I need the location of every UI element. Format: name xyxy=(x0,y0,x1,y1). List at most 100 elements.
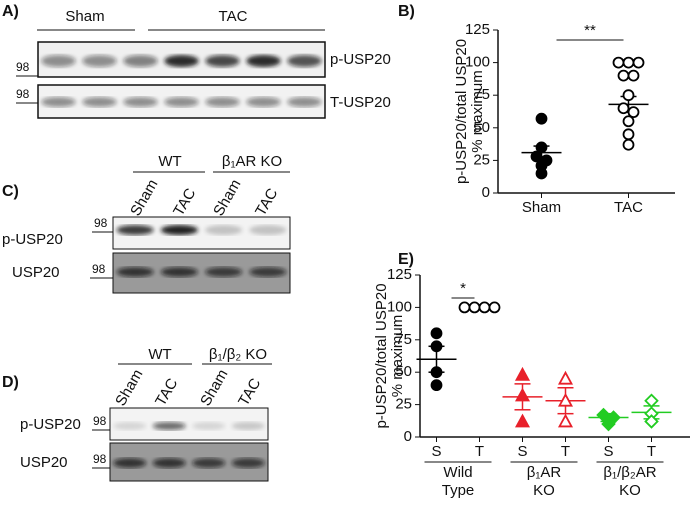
lane-label: Sham xyxy=(210,177,244,219)
data-point xyxy=(617,69,630,82)
lane-label: TAC xyxy=(235,375,264,409)
y-tick-label: 50 xyxy=(473,119,490,136)
lane-label: Sham xyxy=(127,177,161,219)
mw-marker: 98 xyxy=(16,60,30,74)
data-point xyxy=(644,414,659,429)
blot-band xyxy=(205,267,243,277)
blot xyxy=(109,442,269,482)
blot-band xyxy=(249,225,287,235)
blot-band xyxy=(152,458,186,468)
blot xyxy=(112,252,291,294)
y-tick-label: 75 xyxy=(473,86,490,103)
lane-label: TAC xyxy=(252,185,281,219)
blot-band xyxy=(205,55,240,67)
significance-label: ** xyxy=(584,22,596,39)
blot-label: p-USP20 xyxy=(2,231,63,248)
blot-band xyxy=(287,55,322,67)
lane-label: Sham xyxy=(197,367,231,409)
blot-band xyxy=(192,422,226,430)
data-point xyxy=(478,301,491,314)
y-tick-label: 100 xyxy=(465,54,490,71)
blot-band xyxy=(123,55,158,67)
x-tick-label: S xyxy=(431,443,441,460)
panel-label: C) xyxy=(2,183,19,200)
lane-label: Sham xyxy=(112,367,146,409)
data-point xyxy=(514,366,531,381)
y-tick-label: 50 xyxy=(395,363,412,380)
group-label: WT xyxy=(148,346,171,363)
mw-marker: 98 xyxy=(93,452,107,466)
blot-band xyxy=(164,97,199,107)
panel-label: E) xyxy=(398,251,414,268)
blot-band xyxy=(152,422,186,430)
blot xyxy=(37,41,326,78)
blot-label: USP20 xyxy=(12,264,60,281)
x-tick-label: S xyxy=(517,443,527,460)
blot-band xyxy=(287,97,322,107)
data-point xyxy=(617,102,630,115)
panel-label: A) xyxy=(2,3,19,20)
y-axis-label: p-USP20/total USP20 xyxy=(453,39,470,184)
blot-band xyxy=(160,267,198,277)
group-label: Wild xyxy=(443,464,472,481)
data-point xyxy=(535,112,548,125)
group-label: KO xyxy=(533,482,555,499)
data-point xyxy=(622,115,635,128)
group-label: β₁/β₂AR xyxy=(603,464,656,481)
blot-band xyxy=(249,267,287,277)
data-point xyxy=(627,69,640,82)
data-point xyxy=(430,340,443,353)
lane-label: TAC xyxy=(152,375,181,409)
y-tick-label: 125 xyxy=(387,266,412,283)
mw-marker: 98 xyxy=(16,87,30,101)
data-point xyxy=(622,56,635,69)
group-label: β₁AR xyxy=(527,464,562,481)
group-label: Type xyxy=(442,482,475,499)
x-tick-label: TAC xyxy=(614,199,643,216)
x-tick-label: T xyxy=(647,443,656,460)
blot-band xyxy=(82,97,117,107)
blot-band xyxy=(123,97,158,107)
y-tick-label: 0 xyxy=(482,184,490,201)
data-point xyxy=(430,327,443,340)
blot-label: USP20 xyxy=(20,454,68,471)
data-point xyxy=(535,167,548,180)
blot-band xyxy=(246,97,281,107)
data-point xyxy=(622,138,635,151)
significance-label: * xyxy=(460,280,466,297)
group-label: TAC xyxy=(219,8,248,25)
x-tick-label: S xyxy=(603,443,613,460)
group-label: KO xyxy=(619,482,641,499)
y-tick-label: 25 xyxy=(395,396,412,413)
data-point xyxy=(488,301,501,314)
blot-band xyxy=(41,55,76,67)
blot-band xyxy=(205,97,240,107)
blot-band xyxy=(41,97,76,107)
data-point xyxy=(601,416,616,432)
data-point xyxy=(622,89,635,102)
y-axis-label: p-USP20/total USP20 xyxy=(373,283,390,428)
blot-band xyxy=(113,458,147,468)
blot xyxy=(37,84,326,119)
data-point xyxy=(622,128,635,141)
y-axis-label: % maximum xyxy=(469,70,486,153)
data-point xyxy=(644,393,659,408)
mw-marker: 98 xyxy=(93,414,107,428)
y-axis-label: % maximum xyxy=(389,315,406,398)
blot-label: p-USP20 xyxy=(20,416,81,433)
blot-band xyxy=(231,422,265,430)
blot-band xyxy=(231,458,265,468)
data-point xyxy=(557,392,574,407)
blot xyxy=(109,407,269,441)
data-point xyxy=(557,370,574,385)
data-point xyxy=(458,301,471,314)
y-tick-label: 25 xyxy=(473,151,490,168)
data-point xyxy=(612,56,625,69)
group-label: WT xyxy=(158,153,181,170)
blot-label: p-USP20 xyxy=(330,51,391,68)
mw-marker: 98 xyxy=(94,216,108,230)
data-point xyxy=(530,150,543,163)
x-tick-label: T xyxy=(561,443,570,460)
data-point xyxy=(514,387,531,402)
